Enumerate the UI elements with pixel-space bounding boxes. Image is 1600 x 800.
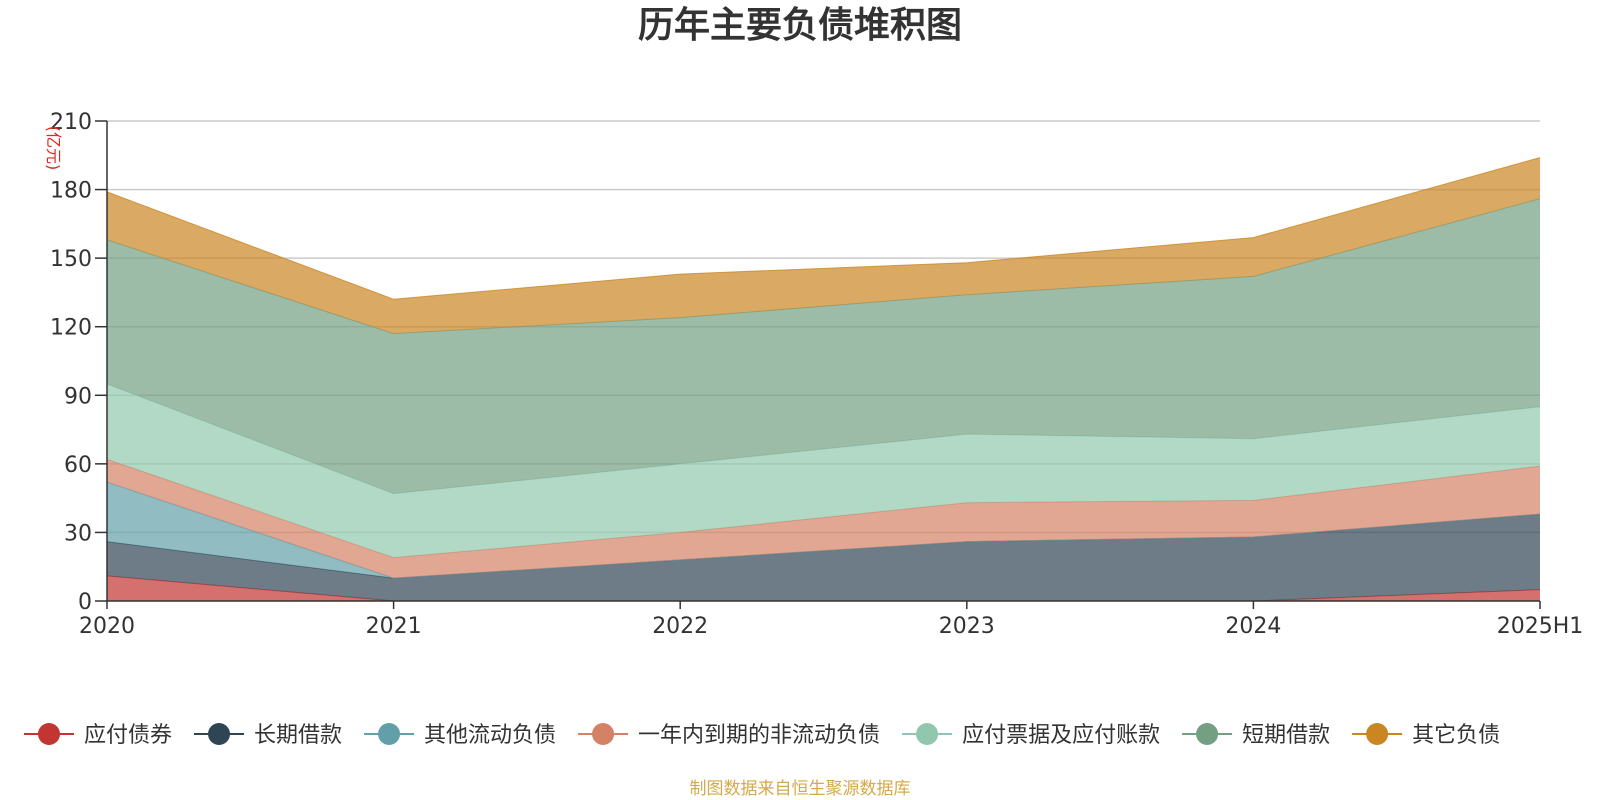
legend-item-4[interactable]: 一年内到期的非流动负债 [578, 723, 880, 748]
area-series-7 [107, 157, 1540, 334]
legend-marker-icon [916, 723, 939, 745]
y-tick-label: 60 [64, 453, 92, 478]
legend[interactable]: 应付债券 长期借款 其他流动负债 一年内到期的非流动负债 应付票据及应付账款 短期借款 其它… [24, 723, 1500, 748]
chart-title: 历年主要负债堆积图 [637, 5, 962, 46]
x-tick-label: 2022 [652, 614, 708, 639]
area-series-5 [107, 383, 1540, 558]
legend-marker-icon [1366, 723, 1389, 745]
y-axis-unit-label: (亿元) [44, 126, 63, 171]
y-tick-label: 90 [64, 384, 92, 409]
legend-label: 一年内到期的非流动负债 [638, 723, 880, 748]
source-note: 制图数据来自恒生聚源数据库 [689, 779, 911, 799]
x-tick-label: 2021 [366, 614, 422, 639]
area-series [106, 157, 1541, 602]
legend-marker-icon [38, 723, 60, 745]
legend-marker-icon [592, 723, 615, 745]
y-tick-label: 0 [78, 590, 92, 615]
area-series-line-7 [106, 157, 1541, 300]
legend-label: 应付票据及应付账款 [962, 723, 1160, 748]
legend-item-6[interactable]: 短期借款 [1182, 723, 1330, 748]
legend-item-5[interactable]: 应付票据及应付账款 [902, 723, 1160, 748]
legend-label: 应付债券 [84, 723, 172, 748]
area-series-1 [107, 575, 1540, 601]
legend-label: 其他流动负债 [424, 723, 556, 748]
x-tick-label: 2024 [1225, 614, 1281, 639]
area-series-4 [107, 459, 1540, 579]
x-tick-label: 2020 [79, 614, 135, 639]
y-tick-label: 210 [50, 110, 92, 135]
legend-marker-icon [1196, 723, 1219, 745]
legend-item-7[interactable]: 其它负债 [1352, 723, 1500, 748]
area-series-2 [107, 514, 1540, 601]
legend-item-1[interactable]: 应付债券 [24, 723, 172, 748]
legend-label: 长期借款 [254, 723, 342, 748]
legend-marker-icon [208, 723, 231, 745]
y-tick-label: 30 [64, 521, 92, 546]
legend-item-3[interactable]: 其他流动负债 [364, 723, 556, 748]
legend-label: 其它负债 [1412, 723, 1500, 748]
y-tick-label: 180 [50, 179, 92, 204]
legend-item-2[interactable]: 长期借款 [194, 723, 342, 748]
y-tick-label: 150 [50, 247, 92, 272]
area-series-6 [107, 198, 1540, 494]
axes: 0 30 60 90 120 150 180 210 2020 2021 2022 2023 2024 2… [50, 110, 1583, 639]
y-tick-label: 120 [50, 316, 92, 341]
legend-label: 短期借款 [1242, 723, 1330, 748]
x-tick-label: 2023 [939, 614, 995, 639]
legend-marker-icon [378, 723, 401, 745]
x-tick-label: 2025H1 [1497, 614, 1584, 639]
